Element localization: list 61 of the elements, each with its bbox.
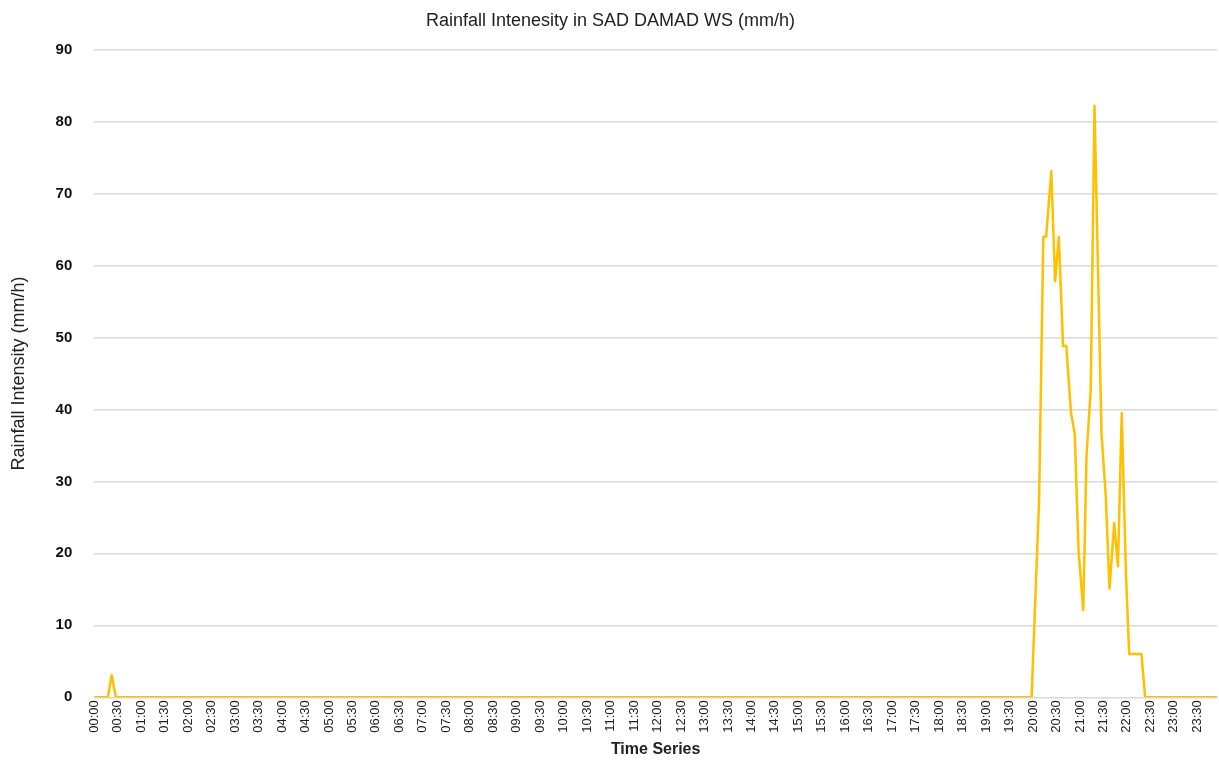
x-tick-label: 19:00: [977, 700, 993, 733]
x-tick-label: 07:00: [414, 700, 430, 733]
x-tick-label: 14:30: [766, 700, 782, 733]
x-tick-label: 13:00: [696, 700, 712, 733]
x-tick-label: 07:30: [437, 700, 453, 733]
x-tick-label: 13:30: [719, 700, 735, 733]
x-tick-label: 15:30: [813, 700, 829, 733]
x-tick-label: 17:30: [907, 700, 923, 733]
x-tick-label: 06:30: [390, 700, 406, 733]
x-tick-label: 18:00: [930, 700, 946, 733]
x-tick-label: 22:00: [1118, 700, 1134, 733]
x-tick-label: 05:00: [320, 700, 336, 733]
y-tick-label: 0: [63, 687, 73, 705]
y-axis-title: Rainfall Intensity (mm/h): [7, 276, 28, 471]
y-tick-label: 50: [55, 327, 73, 345]
chart-title: Rainfall Intenesity in SAD DAMAD WS (mm/h): [425, 9, 796, 30]
x-tick-label: 16:00: [836, 700, 852, 733]
x-tick-label: 00:30: [109, 700, 125, 733]
x-axis-title: Time Series: [610, 739, 701, 757]
x-tick-label: 02:30: [203, 700, 219, 733]
x-tick-label: 22:30: [1141, 700, 1157, 733]
x-tick-label: 23:30: [1188, 700, 1204, 733]
x-tick-label: 16:30: [860, 700, 876, 733]
x-tick-label: 12:00: [649, 700, 665, 733]
x-tick-label: 23:00: [1165, 700, 1181, 733]
x-tick-label: 01:00: [132, 700, 148, 733]
x-tick-label: 10:00: [555, 700, 571, 733]
x-tick-label: 05:30: [344, 700, 360, 733]
x-tick-label: 04:30: [297, 700, 313, 733]
x-tick-label: 11:00: [602, 700, 618, 732]
x-tick-label: 19:30: [1001, 700, 1017, 733]
x-tick-label: 21:30: [1094, 700, 1110, 733]
x-tick-label: 14:00: [742, 700, 758, 733]
y-tick-label: 30: [55, 471, 73, 489]
x-tick-label: 03:30: [250, 700, 266, 733]
x-tick-label: 12:30: [672, 700, 688, 733]
x-tick-label: 09:00: [508, 700, 524, 733]
y-tick-label: 40: [55, 399, 73, 417]
x-tick-label: 18:30: [954, 700, 970, 733]
y-tick-label: 70: [55, 183, 73, 201]
x-tick-label: 08:00: [461, 700, 477, 733]
y-tick-label: 10: [55, 615, 73, 633]
x-tick-label: 15:00: [789, 700, 805, 733]
x-tick-label: 00:00: [85, 700, 101, 733]
x-tick-label: 01:30: [156, 700, 172, 733]
x-tick-label: 09:30: [531, 700, 547, 733]
x-tick-label: 21:00: [1071, 700, 1087, 733]
y-tick-label: 20: [55, 543, 73, 561]
x-tick-label: 17:00: [883, 700, 899, 733]
y-tick-label: 60: [55, 255, 73, 273]
x-tick-label: 04:00: [273, 700, 289, 733]
x-tick-label: 20:00: [1024, 700, 1040, 733]
x-tick-label: 06:00: [367, 700, 383, 733]
y-tick-label: 80: [55, 111, 73, 129]
x-tick-label: 03:00: [226, 700, 242, 733]
x-tick-label: 02:00: [179, 700, 195, 733]
x-tick-label: 11:30: [625, 700, 641, 732]
y-tick-label: 90: [55, 39, 73, 57]
x-tick-label: 08:30: [484, 700, 500, 733]
x-tick-label: 10:30: [578, 700, 594, 733]
x-tick-label: 20:30: [1048, 700, 1064, 733]
